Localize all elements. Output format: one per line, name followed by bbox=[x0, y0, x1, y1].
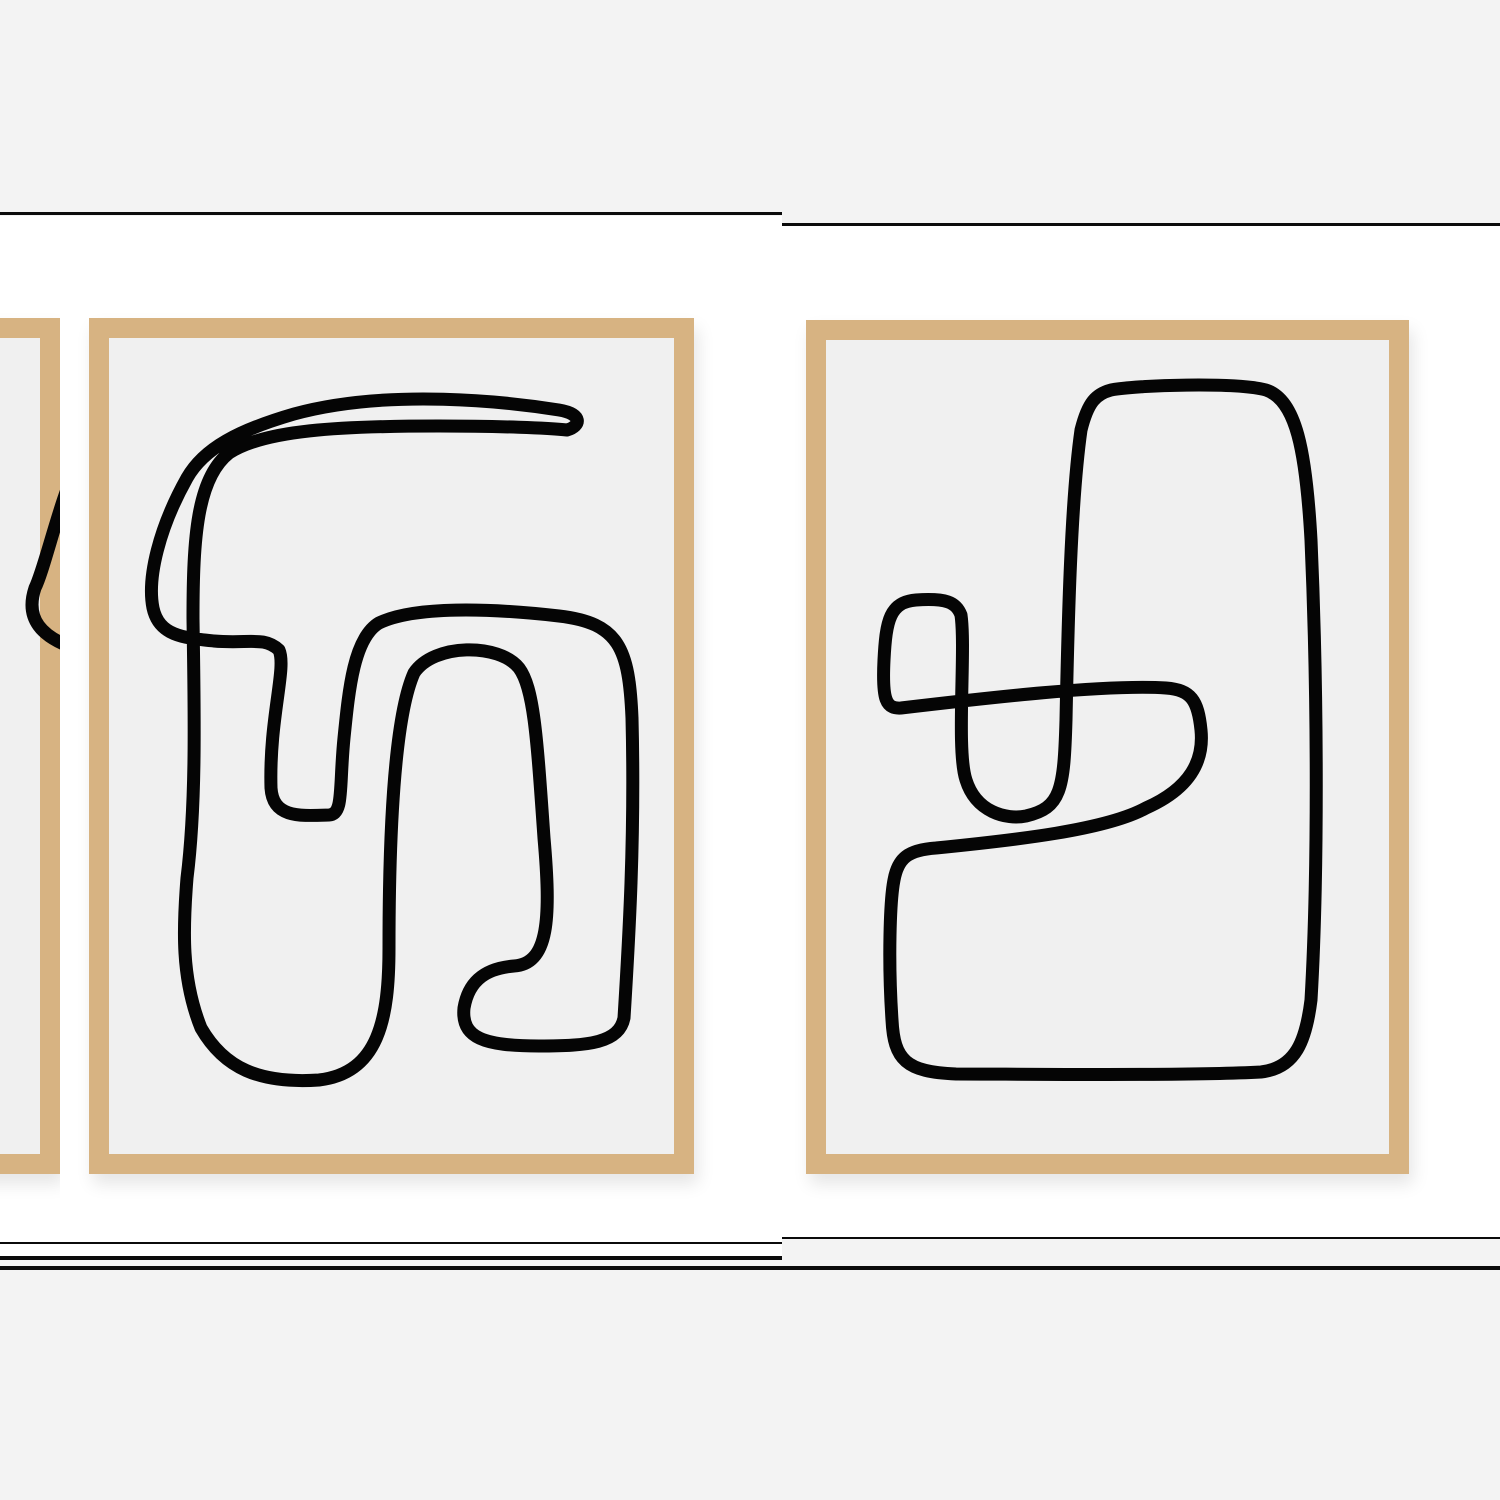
right-frame bbox=[806, 320, 1409, 1174]
top-rule-left bbox=[0, 212, 782, 215]
right-line-drawing bbox=[877, 378, 1323, 1081]
bottom-rule-right-thin bbox=[782, 1237, 1500, 1239]
gap-strip bbox=[60, 300, 90, 1200]
left-partial-frame bbox=[0, 318, 87, 1174]
center-line-drawing bbox=[144, 392, 640, 1088]
bottom-rule-left bbox=[0, 1256, 782, 1260]
bottom-rule-left-thin bbox=[0, 1242, 782, 1244]
bottom-rule-full bbox=[0, 1266, 1500, 1270]
top-rule-right bbox=[782, 223, 1500, 226]
center-frame bbox=[89, 318, 694, 1174]
